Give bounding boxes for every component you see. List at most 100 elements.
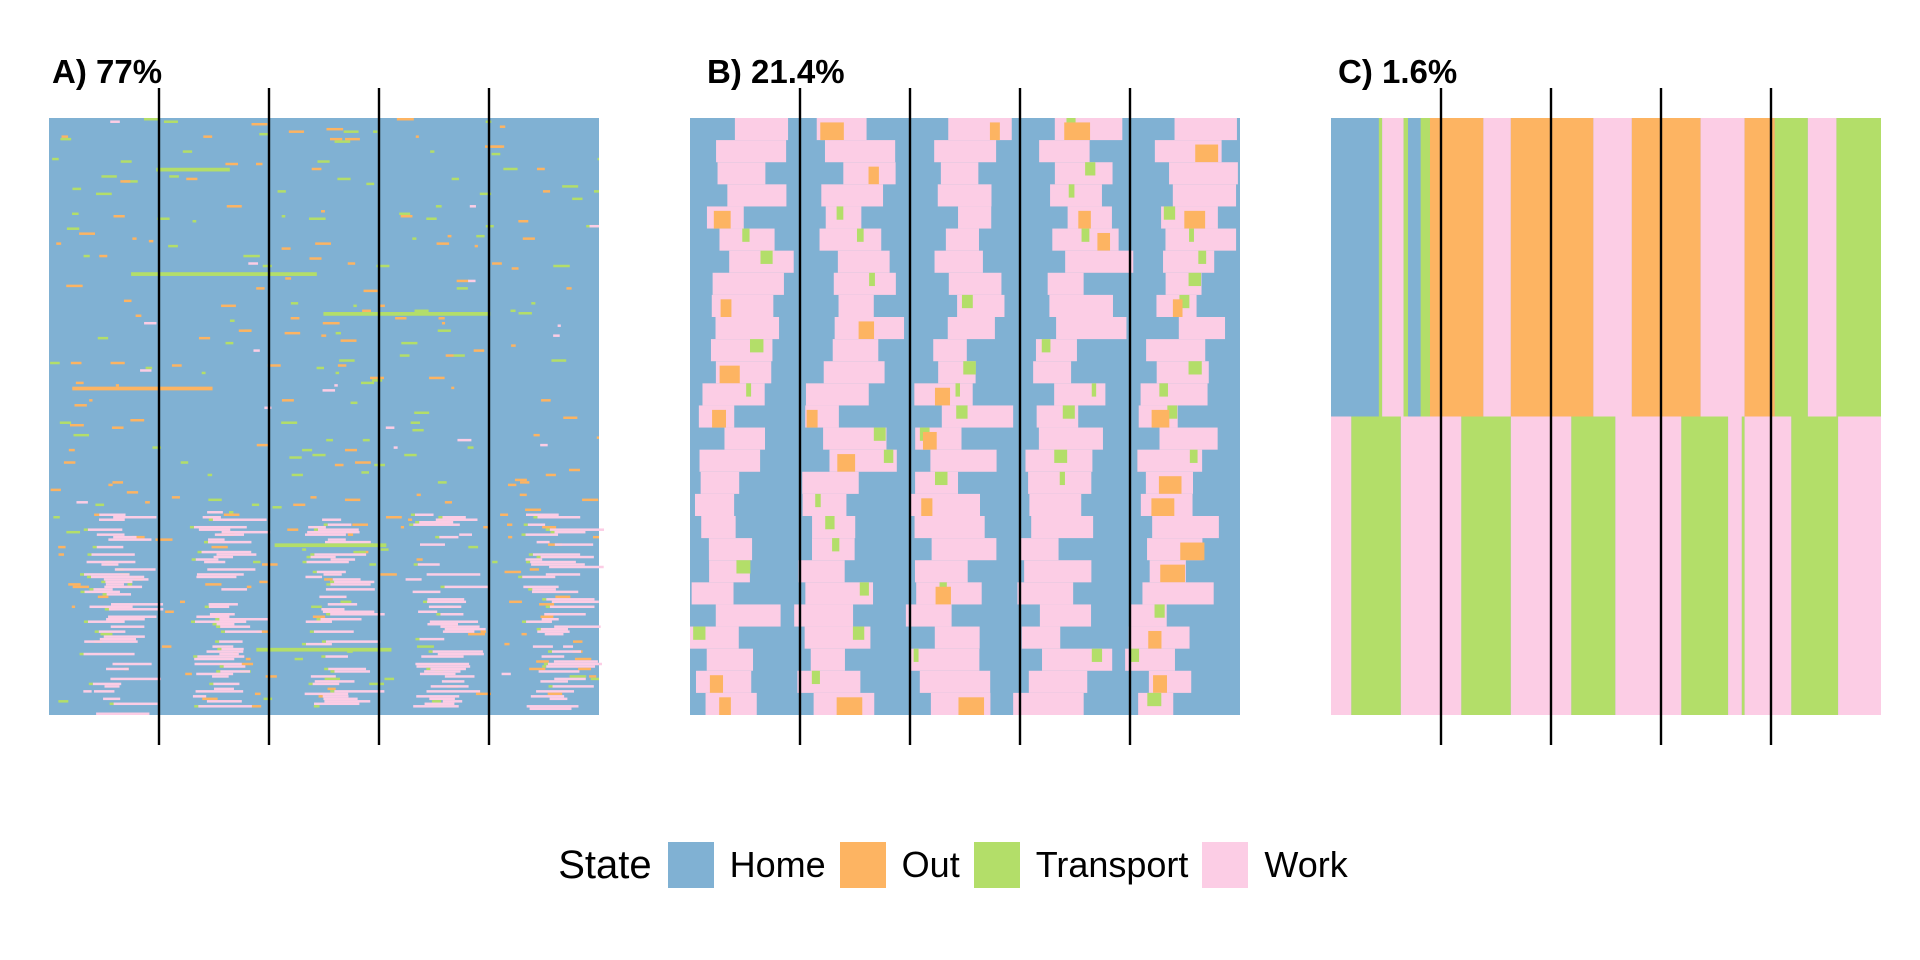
state-cell-work xyxy=(435,518,478,521)
state-cell-out xyxy=(179,600,185,604)
state-cell-transport xyxy=(399,212,411,216)
state-cell-work xyxy=(316,570,346,574)
state-cell-transport xyxy=(60,137,72,141)
state-cell-out xyxy=(148,239,154,243)
legend-item-work: Work xyxy=(1202,842,1348,888)
state-cell-work xyxy=(321,608,345,611)
state-cell-transport xyxy=(72,187,82,191)
state-cell-transport xyxy=(97,336,109,340)
state-cell-transport xyxy=(301,642,306,646)
state-cell-transport xyxy=(545,605,550,609)
state-cell-transport xyxy=(1198,250,1207,264)
state-cell-work xyxy=(442,516,466,519)
state-cell-work xyxy=(1510,416,1572,715)
state-cell-out xyxy=(203,135,213,138)
state-cell-out xyxy=(447,234,452,238)
state-cell-work xyxy=(83,690,92,693)
state-cell-work xyxy=(798,560,845,583)
state-cell-transport xyxy=(373,130,378,133)
state-cell-out xyxy=(529,568,539,571)
state-cell-out xyxy=(327,687,336,691)
state-cell-out xyxy=(345,137,360,141)
legend-swatch-out xyxy=(839,842,886,888)
state-cell-work xyxy=(112,662,152,666)
state-cell-transport xyxy=(243,254,260,258)
state-cell-out xyxy=(1160,564,1185,583)
state-cell-out xyxy=(63,461,76,464)
legend-item-home: Home xyxy=(667,842,826,888)
state-cell-out xyxy=(288,130,305,133)
state-cell-transport xyxy=(262,264,272,268)
state-cell-work xyxy=(91,575,145,579)
state-cell-transport xyxy=(415,637,420,641)
state-cell-work xyxy=(1728,416,1742,715)
state-cell-work xyxy=(823,361,885,384)
state-cell-work xyxy=(527,523,546,526)
state-cell-out xyxy=(499,125,506,128)
state-cell-transport xyxy=(366,182,375,186)
state-cell-transport xyxy=(83,620,88,623)
state-cell-transport xyxy=(451,177,459,181)
state-cell-out xyxy=(256,162,263,166)
state-cell-work xyxy=(105,583,124,586)
state-cell-transport xyxy=(131,272,317,276)
state-cell-transport xyxy=(360,381,375,385)
state-cell-out xyxy=(921,498,933,516)
state-cell-transport xyxy=(1147,692,1162,707)
panel-c: C) 1.6% xyxy=(1282,0,1902,780)
state-cell-work xyxy=(549,697,568,701)
state-cell-work xyxy=(76,501,88,504)
state-cell-out xyxy=(395,317,407,320)
state-cell-transport xyxy=(1085,162,1096,176)
state-cell-transport xyxy=(204,540,209,544)
state-cell-transport xyxy=(369,682,385,686)
state-cell-out xyxy=(211,545,228,549)
state-cell-work xyxy=(310,555,336,559)
state-cell-transport xyxy=(95,503,105,507)
state-cell-work xyxy=(694,493,735,516)
state-cell-work xyxy=(794,604,854,627)
state-cell-work xyxy=(207,511,223,514)
state-cell-work xyxy=(419,520,454,524)
state-cell-out xyxy=(521,632,527,636)
state-cell-work xyxy=(538,670,580,673)
state-cell-work xyxy=(324,700,371,703)
state-cell-out xyxy=(113,215,125,218)
state-cell-out xyxy=(281,247,291,250)
state-cell-work xyxy=(1049,294,1113,317)
state-cell-out xyxy=(1064,122,1091,141)
state-cell-transport xyxy=(856,228,864,242)
state-cell-work xyxy=(1700,118,1745,417)
state-cell-transport xyxy=(272,506,282,509)
state-cell-work xyxy=(934,250,983,273)
state-cell-work xyxy=(526,620,552,623)
state-cell-out xyxy=(1153,675,1167,693)
state-cell-transport xyxy=(83,528,88,531)
state-cell-work xyxy=(93,588,113,591)
state-cell-transport xyxy=(302,448,313,452)
state-cell-transport xyxy=(104,608,109,611)
state-cell-work xyxy=(1140,383,1208,406)
state-cell-work xyxy=(911,648,980,671)
state-cell-out xyxy=(1180,542,1205,561)
state-cell-out xyxy=(441,321,446,325)
state-cell-work xyxy=(429,620,479,623)
state-cell-transport xyxy=(215,617,220,621)
state-cell-transport xyxy=(416,645,434,648)
state-cell-out xyxy=(1172,299,1183,317)
state-cell-transport xyxy=(337,177,351,181)
state-cell-work xyxy=(332,578,361,581)
state-cell-transport xyxy=(127,583,133,586)
legend-label-work: Work xyxy=(1264,844,1348,885)
state-cell-work xyxy=(83,652,135,656)
state-cell-work xyxy=(415,662,470,666)
state-cell-work xyxy=(541,655,565,658)
state-cell-transport xyxy=(410,513,415,516)
state-cell-work xyxy=(553,334,560,337)
state-cell-work xyxy=(1172,184,1237,207)
state-cell-work xyxy=(224,630,262,633)
state-cell-transport xyxy=(401,341,418,345)
state-cell-work xyxy=(209,613,235,616)
state-cell-work xyxy=(531,590,579,594)
state-cell-transport xyxy=(426,217,437,220)
